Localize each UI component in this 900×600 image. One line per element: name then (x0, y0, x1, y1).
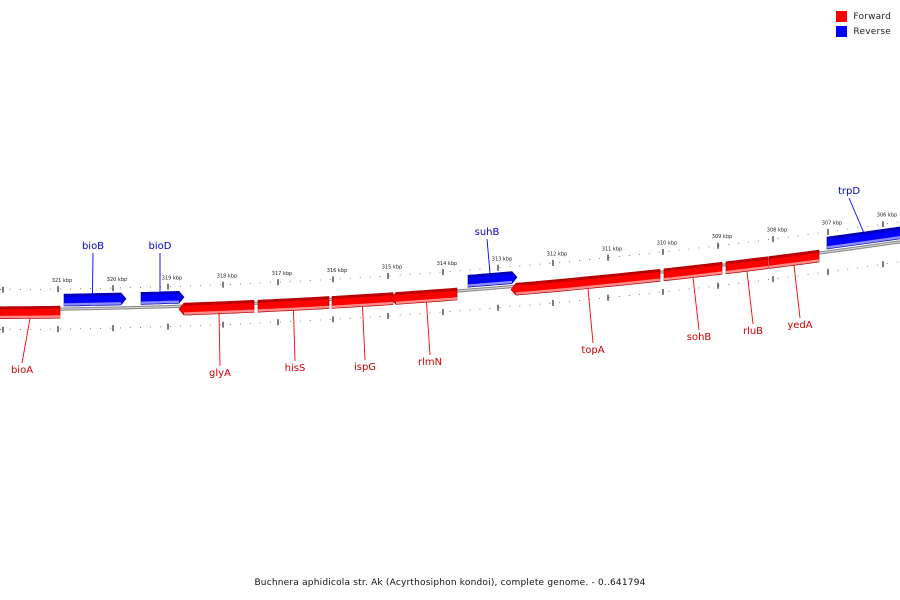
ruler-tick-label: 313 kbp (492, 256, 512, 262)
ruler-tick-label: 319 kbp (162, 275, 182, 281)
ruler-lower (0, 261, 900, 333)
ruler-tick-label: 309 kbp (712, 234, 732, 240)
ruler-tick-label: 314 kbp (437, 261, 457, 267)
gene-bioD[interactable] (140, 290, 185, 305)
gene-label-glyA: glyA (209, 368, 231, 379)
gene-label-hisS: hisS (285, 363, 306, 374)
gene-label-suhB: suhB (475, 227, 500, 238)
ruler-tick-label: 321 kbp (52, 278, 72, 284)
gene-bioB[interactable] (63, 292, 127, 307)
ruler-tick-label: 317 kbp (272, 271, 292, 277)
gene-label-rluB: rluB (743, 326, 763, 337)
forward-swatch (836, 11, 848, 22)
ruler-tick-label: 316 kbp (327, 268, 347, 274)
gene-bioA[interactable] (0, 305, 61, 320)
gene-hisS[interactable] (257, 296, 330, 313)
gene-rlmN[interactable] (390, 287, 458, 305)
gene-ispG[interactable] (331, 292, 394, 309)
ruler-upper: 321 kbp 320 kbp 319 kbp 318 kbp 317 kbp 316 k… (0, 213, 900, 293)
ruler-tick-label: 307 kbp (822, 220, 842, 226)
gene-labels: bioA bioB bioD glyA hisS ispG rlmN suhB topA sohB… (11, 186, 864, 379)
legend: Forward Reverse (836, 9, 891, 39)
gene-glyA[interactable] (178, 299, 255, 316)
gene-label-trpD: trpD (838, 186, 860, 197)
gene-label-bioA: bioA (11, 365, 33, 376)
gene-yedA[interactable] (768, 249, 820, 269)
gene-label-rlmN: rlmN (418, 357, 442, 368)
ruler-tick-label: 320 kbp (107, 277, 127, 283)
ruler-tick-label: 311 kbp (602, 246, 622, 252)
gene-track (0, 226, 900, 320)
gene-label-bioB: bioB (82, 241, 104, 252)
gene-label-sohB: sohB (687, 332, 712, 343)
gene-trpD[interactable] (826, 226, 900, 250)
ruler-tick-label: 312 kbp (547, 252, 567, 258)
gene-sohB[interactable] (663, 261, 723, 282)
ruler-tick-label: 310 kbp (657, 240, 677, 246)
legend-item-reverse: Reverse (836, 24, 891, 39)
ruler-tick-label: 315 kbp (382, 265, 402, 271)
gene-suhB[interactable] (467, 271, 518, 288)
legend-label-reverse: Reverse (853, 26, 891, 37)
map-caption: Buchnera aphidicola str. Ak (Acyrthosiph… (254, 578, 646, 588)
ruler-tick-label: 306 kbp (877, 213, 897, 219)
gene-label-topA: topA (581, 345, 604, 356)
ruler-tick-label: 308 kbp (767, 228, 787, 234)
legend-item-forward: Forward (836, 9, 891, 24)
gene-rluB[interactable] (725, 256, 769, 275)
legend-label-forward: Forward (853, 11, 891, 22)
gene-topA[interactable] (510, 268, 661, 296)
gene-label-bioD: bioD (149, 241, 172, 252)
gene-label-ispG: ispG (354, 362, 376, 373)
reverse-swatch (836, 26, 848, 37)
ruler-tick-label: 318 kbp (217, 273, 237, 279)
gene-label-yedA: yedA (787, 320, 812, 331)
